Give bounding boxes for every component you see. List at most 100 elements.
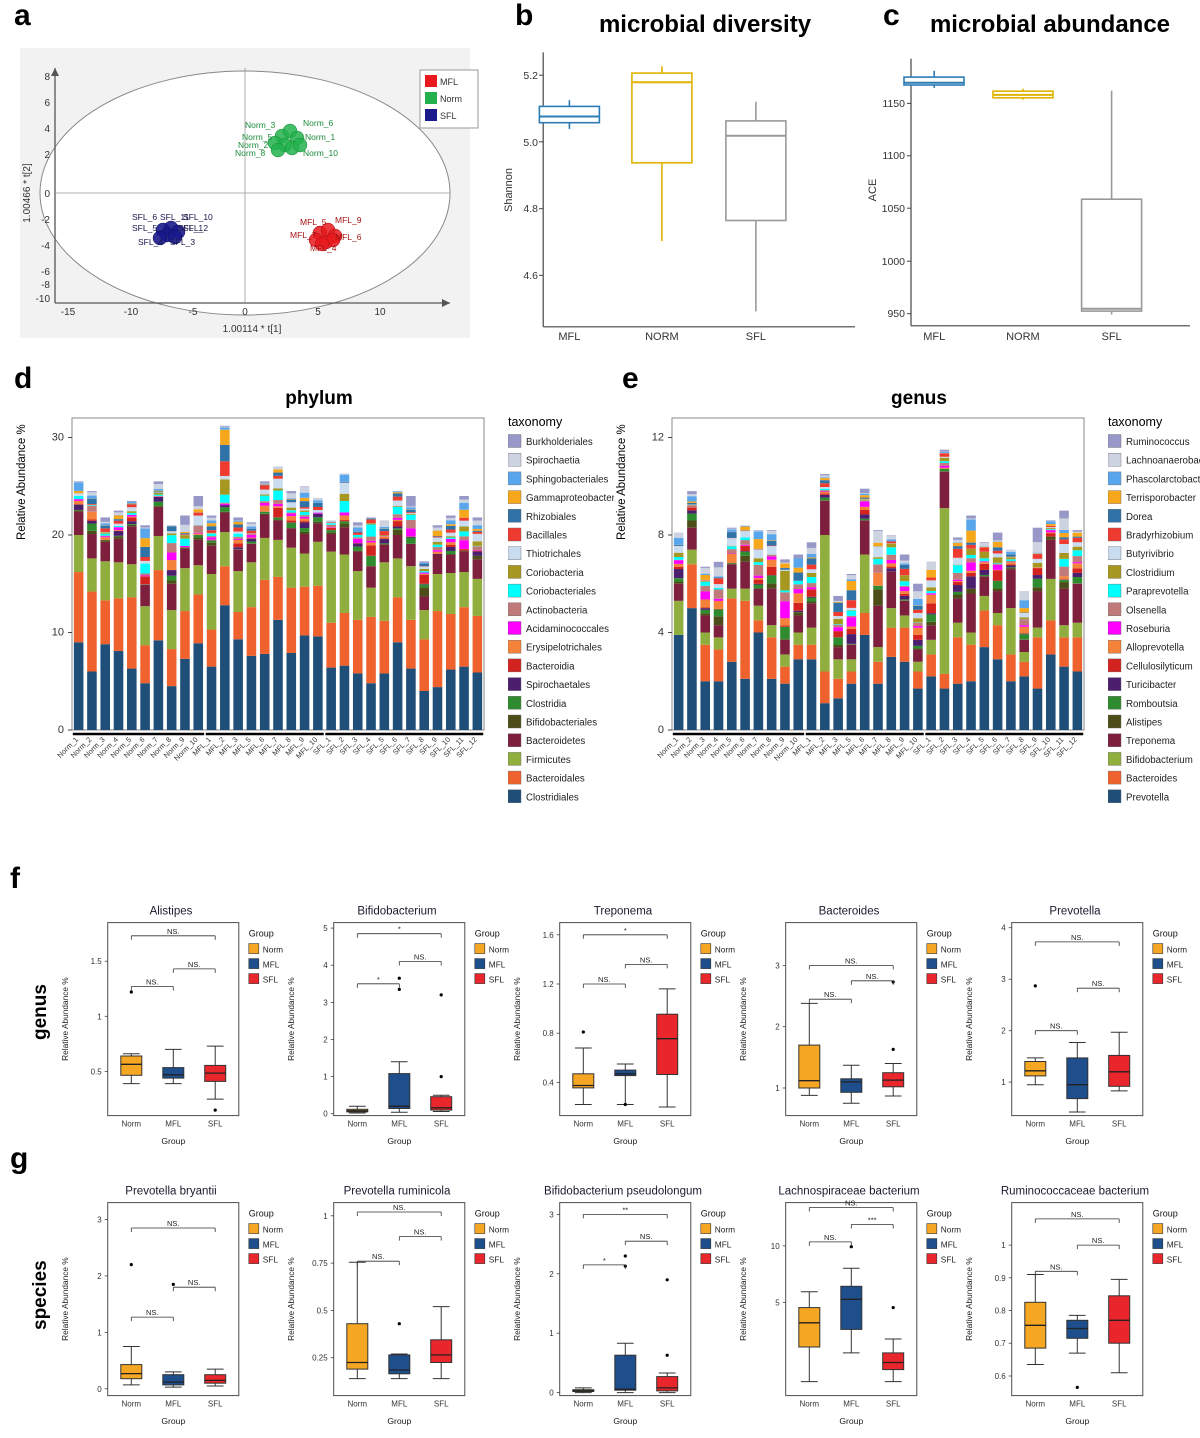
svg-text:MFL: MFL xyxy=(263,960,280,970)
svg-text:1: 1 xyxy=(1001,1078,1006,1087)
svg-text:Erysipelotrichales: Erysipelotrichales xyxy=(526,643,602,654)
svg-text:SFL: SFL xyxy=(263,975,279,985)
svg-text:Norm: Norm xyxy=(348,1120,368,1129)
svg-text:SFL: SFL xyxy=(1112,1120,1127,1129)
svg-text:NS.: NS. xyxy=(414,953,427,962)
svg-text:5.0: 5.0 xyxy=(523,137,538,149)
svg-text:NORM: NORM xyxy=(1006,331,1040,340)
svg-text:Norm: Norm xyxy=(941,1225,961,1235)
svg-text:MFL: MFL xyxy=(165,1120,182,1129)
svg-text:Shannon: Shannon xyxy=(503,168,515,212)
svg-text:Clostridia: Clostridia xyxy=(526,699,567,710)
svg-text:*: * xyxy=(377,975,380,984)
svg-text:2: 2 xyxy=(1001,1027,1006,1036)
svg-text:Group: Group xyxy=(1065,1136,1089,1146)
svg-text:Prevotella: Prevotella xyxy=(1049,906,1101,918)
svg-text:SFL_5: SFL_5 xyxy=(132,223,157,233)
svg-text:NS.: NS. xyxy=(845,957,858,966)
svg-text:Norm: Norm xyxy=(263,1225,283,1235)
svg-text:12: 12 xyxy=(652,432,664,444)
svg-text:2: 2 xyxy=(775,1023,780,1032)
svg-text:MFL: MFL xyxy=(843,1400,860,1409)
svg-text:0.25: 0.25 xyxy=(312,1354,328,1363)
svg-text:Spirochaetales: Spirochaetales xyxy=(526,680,590,691)
svg-text:3: 3 xyxy=(97,1216,102,1225)
svg-text:Norm: Norm xyxy=(489,945,509,955)
svg-text:SFL: SFL xyxy=(440,111,457,121)
svg-text:4: 4 xyxy=(1001,924,1006,933)
svg-text:MFL_7: MFL_7 xyxy=(290,230,317,240)
svg-text:MFL: MFL xyxy=(1069,1400,1086,1409)
svg-text:Group: Group xyxy=(839,1416,863,1426)
svg-text:0: 0 xyxy=(323,1110,328,1119)
svg-text:NS.: NS. xyxy=(824,990,837,999)
svg-text:950: 950 xyxy=(887,308,905,320)
svg-text:0.7: 0.7 xyxy=(995,1339,1007,1348)
svg-text:Ruminococcaceae bacterium: Ruminococcaceae bacterium xyxy=(1001,1186,1149,1198)
svg-text:Norm: Norm xyxy=(489,1225,509,1235)
svg-text:Roseburia: Roseburia xyxy=(1126,624,1171,635)
svg-text:NS.: NS. xyxy=(372,1252,385,1261)
svg-text:MFL_4: MFL_4 xyxy=(310,243,337,253)
svg-text:Ruminococcus: Ruminococcus xyxy=(1126,437,1190,448)
svg-text:Group: Group xyxy=(927,929,952,939)
svg-text:Group: Group xyxy=(387,1136,411,1146)
svg-text:ACE: ACE xyxy=(867,179,879,202)
svg-text:5: 5 xyxy=(323,924,328,933)
svg-text:NS.: NS. xyxy=(640,1232,653,1241)
svg-text:Group: Group xyxy=(475,1209,500,1219)
svg-text:***: *** xyxy=(868,1216,877,1225)
svg-text:-10: -10 xyxy=(36,294,51,305)
svg-text:1: 1 xyxy=(1001,1241,1006,1250)
svg-text:1: 1 xyxy=(549,1329,554,1338)
svg-text:Coriobacteria: Coriobacteria xyxy=(526,568,584,579)
svg-text:NS.: NS. xyxy=(845,1199,858,1208)
svg-text:Norm_6: Norm_6 xyxy=(303,118,334,128)
svg-text:NS.: NS. xyxy=(640,955,653,964)
svg-text:Bacteroidetes: Bacteroidetes xyxy=(526,736,585,747)
svg-text:NS.: NS. xyxy=(1092,979,1105,988)
svg-text:MFL: MFL xyxy=(617,1400,634,1409)
svg-text:MFL_9: MFL_9 xyxy=(335,215,362,225)
svg-text:-4: -4 xyxy=(41,241,50,252)
svg-text:MFL: MFL xyxy=(165,1400,182,1409)
svg-text:NS.: NS. xyxy=(414,1228,427,1237)
svg-text:5: 5 xyxy=(315,307,321,318)
svg-text:4: 4 xyxy=(658,627,664,639)
svg-text:MFL: MFL xyxy=(1167,1240,1184,1250)
svg-text:Prevotella ruminicola: Prevotella ruminicola xyxy=(344,1186,451,1198)
svg-text:MFL: MFL xyxy=(715,1240,732,1250)
svg-text:Group: Group xyxy=(161,1416,185,1426)
svg-text:Relative Abundance %: Relative Abundance % xyxy=(286,977,296,1061)
svg-text:MFL: MFL xyxy=(558,331,580,340)
svg-text:SFL: SFL xyxy=(1112,1400,1127,1409)
svg-text:6: 6 xyxy=(44,98,50,109)
svg-text:SFL: SFL xyxy=(715,1255,731,1265)
svg-text:MFL: MFL xyxy=(923,331,945,340)
svg-text:Prevotella: Prevotella xyxy=(1126,792,1170,803)
svg-text:Relative Abundance %: Relative Abundance % xyxy=(512,1257,522,1341)
svg-text:Burkholderiales: Burkholderiales xyxy=(526,437,593,448)
svg-text:1.5: 1.5 xyxy=(91,957,103,966)
svg-text:Group: Group xyxy=(613,1416,637,1426)
svg-text:Actinobacteria: Actinobacteria xyxy=(526,605,588,616)
svg-text:Norm: Norm xyxy=(440,94,462,104)
svg-text:NS.: NS. xyxy=(1071,1210,1084,1219)
svg-text:MFL: MFL xyxy=(843,1120,860,1129)
svg-text:Group: Group xyxy=(387,1416,411,1426)
svg-text:*: * xyxy=(624,926,627,935)
svg-text:SFL: SFL xyxy=(434,1120,449,1129)
svg-text:**: ** xyxy=(622,1205,628,1214)
svg-text:Group: Group xyxy=(927,1209,952,1219)
svg-text:SFL: SFL xyxy=(746,331,766,340)
svg-text:-5: -5 xyxy=(189,307,198,318)
svg-text:Terrisporobacter: Terrisporobacter xyxy=(1126,493,1197,504)
svg-text:Norm: Norm xyxy=(1167,945,1187,955)
svg-text:Group: Group xyxy=(1065,1416,1089,1426)
svg-text:MFL: MFL xyxy=(1069,1120,1086,1129)
svg-text:SFL: SFL xyxy=(489,975,505,985)
svg-text:Prevotella bryantii: Prevotella bryantii xyxy=(125,1186,216,1198)
svg-text:NS.: NS. xyxy=(598,975,611,984)
svg-text:-6: -6 xyxy=(41,267,50,278)
svg-text:SFL: SFL xyxy=(941,1255,957,1265)
